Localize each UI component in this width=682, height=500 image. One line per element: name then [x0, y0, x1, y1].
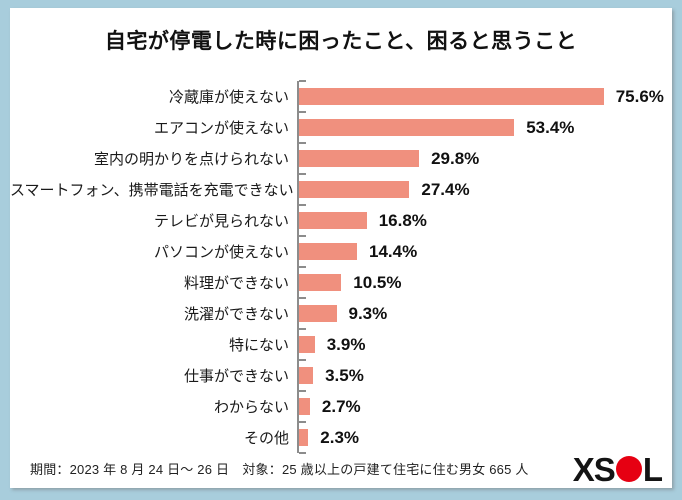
- bar: [299, 181, 410, 198]
- value-label: 3.5%: [325, 365, 364, 385]
- bar-area: 9.3%: [297, 297, 672, 329]
- value-label: 9.3%: [348, 303, 388, 323]
- value-label: 2.3%: [320, 427, 360, 447]
- category-label: 室内の明かりを点けられない: [93, 151, 289, 168]
- value-label: 10.5%: [353, 272, 402, 292]
- category-label: パソコンが使えない: [153, 244, 289, 261]
- logo-text-xs: XS: [572, 451, 616, 488]
- bar-area: 10.5%: [297, 266, 672, 298]
- chart-title: 自宅が停電した時に困ったこと、困ると思うこと: [104, 30, 578, 53]
- chart-row: エアコンが使えない 53.4%: [10, 111, 672, 143]
- value-label: 16.8%: [378, 210, 427, 230]
- bar-area: 29.8%: [297, 142, 672, 174]
- chart-row: 特にない 3.9%: [10, 328, 672, 360]
- chart-row: その他 2.3%: [10, 421, 672, 454]
- bar: [299, 212, 367, 229]
- chart-row: 料理ができない 10.5%: [10, 266, 672, 298]
- bar: [299, 274, 342, 291]
- category-label: テレビが見られない: [153, 213, 289, 230]
- chart-row: 仕事ができない 3.5%: [10, 359, 672, 391]
- chart-row: 冷蔵庫が使えない 75.6%: [10, 80, 672, 112]
- bar: [299, 336, 315, 353]
- category-label: 特にない: [228, 337, 289, 354]
- chart-row: テレビが見られない 16.8%: [10, 204, 672, 236]
- chart-row: パソコンが使えない 14.4%: [10, 235, 672, 267]
- chart-card: 自宅が停電した時に困ったこと、困ると思うこと 冷蔵庫が使えない 75.6% エア…: [10, 8, 672, 488]
- category-label: その他: [243, 430, 289, 447]
- value-label: 27.4%: [421, 179, 470, 199]
- category-label: スマートフォン、携帯電話を充電できない: [10, 182, 294, 199]
- category-label: 洗濯ができない: [183, 306, 289, 323]
- category-label: わからない: [213, 399, 289, 416]
- logo-red-circle-icon: [615, 455, 642, 482]
- chart-row: わからない 2.7%: [10, 390, 672, 422]
- bar-area: 16.8%: [297, 204, 672, 236]
- survey-note: 期間：2023 年 8 月 24 日～ 26 日 対象：25 歳以上の戸建て住宅…: [30, 462, 529, 477]
- xsol-logo: XS L: [572, 451, 663, 488]
- category-label: 料理ができない: [183, 275, 289, 292]
- category-label: 仕事ができない: [183, 368, 289, 385]
- value-label: 14.4%: [369, 241, 418, 261]
- bar: [299, 119, 515, 136]
- chart-row: 洗濯ができない 9.3%: [10, 297, 672, 329]
- bar: [299, 367, 314, 384]
- value-label: 75.6%: [615, 86, 664, 106]
- bar: [299, 243, 357, 260]
- bar: [299, 305, 337, 322]
- chart-row: スマートフォン、携帯電話を充電できない 27.4%: [10, 173, 672, 205]
- bar-area: 3.5%: [297, 359, 672, 391]
- bar: [299, 429, 309, 446]
- bar: [299, 150, 420, 167]
- bar-area: 3.9%: [297, 328, 672, 360]
- value-label: 2.7%: [321, 396, 361, 416]
- bar-area: 75.6%: [297, 80, 672, 112]
- bar-area: 2.7%: [297, 390, 672, 422]
- category-label: エアコンが使えない: [153, 120, 289, 137]
- bar: [299, 398, 310, 415]
- bar-area: 14.4%: [297, 235, 672, 267]
- bar-chart: 冷蔵庫が使えない 75.6% エアコンが使えない 53.4% 室内の明かりを点け…: [10, 80, 672, 454]
- value-label: 3.9%: [326, 334, 366, 354]
- chart-row: 室内の明かりを点けられない 29.8%: [10, 142, 672, 174]
- bar-area: 2.3%: [297, 421, 672, 454]
- bar-area: 53.4%: [297, 111, 672, 143]
- logo-text-l: L: [642, 451, 663, 488]
- value-label: 29.8%: [431, 148, 480, 168]
- category-label: 冷蔵庫が使えない: [168, 89, 289, 106]
- value-label: 53.4%: [526, 117, 575, 137]
- bar: [299, 88, 604, 105]
- bar-area: 27.4%: [297, 173, 672, 205]
